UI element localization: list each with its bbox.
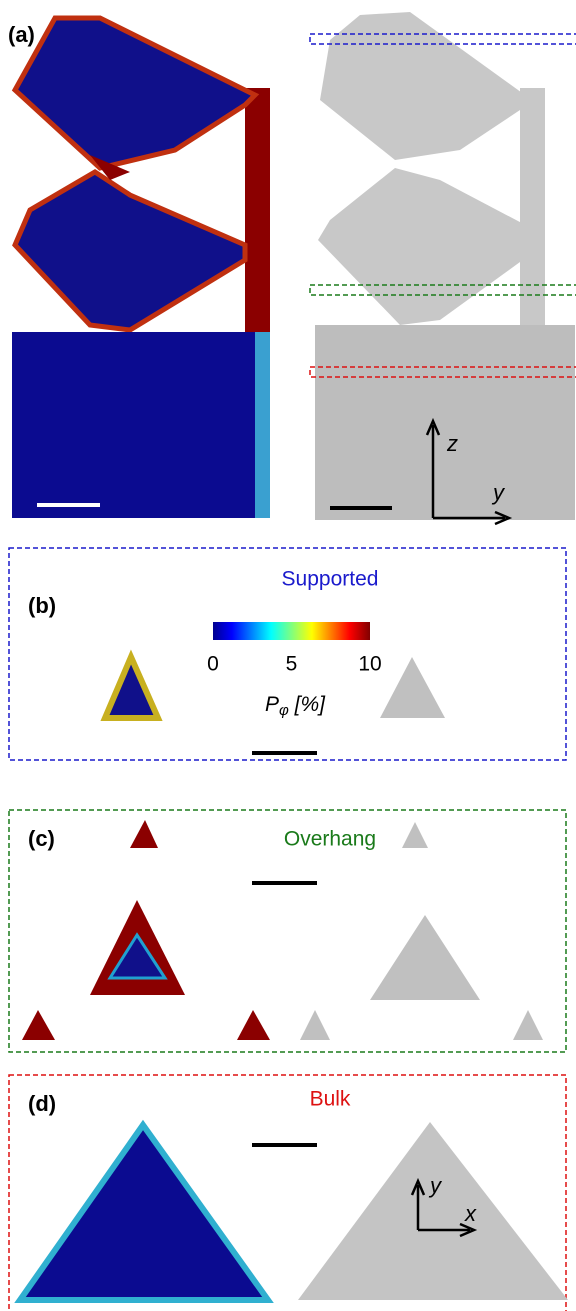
colorbar-label: Pφ [%] [265, 693, 326, 719]
colormap-side-view [12, 18, 270, 518]
unit: [%] [294, 693, 327, 716]
panel-title: Supported [282, 568, 379, 591]
axis-label: x [464, 1201, 477, 1226]
symbol: P [265, 693, 279, 716]
panel-label: (a) [8, 22, 35, 47]
panel-b: (b) Supported 0 5 10 Pφ [%] [9, 548, 566, 760]
colorbar-tick-label: 5 [286, 653, 298, 676]
figure: (a) z y (b) Supported 0 5 10 Pφ [%] (c) Ov… [0, 0, 576, 1311]
ct-side-view [315, 12, 575, 520]
axis-label: y [428, 1173, 443, 1198]
panel-title: Overhang [284, 828, 376, 851]
panel-title: Bulk [310, 1088, 351, 1111]
colorbar-tick-label: 0 [207, 653, 219, 676]
panel-d: (d) Bulk y x [9, 1075, 568, 1311]
panel-a: (a) z y [8, 12, 576, 524]
panel-label: (b) [28, 593, 56, 618]
panel-label: (d) [28, 1091, 56, 1116]
axis-label: y [491, 480, 506, 505]
axis-label: z [446, 431, 458, 456]
panel-c: (c) Overhang [9, 810, 566, 1052]
colorbar [213, 622, 370, 640]
colorbar-tick-label: 10 [358, 653, 381, 676]
subscript: φ [279, 702, 289, 719]
panel-label: (c) [28, 826, 55, 851]
